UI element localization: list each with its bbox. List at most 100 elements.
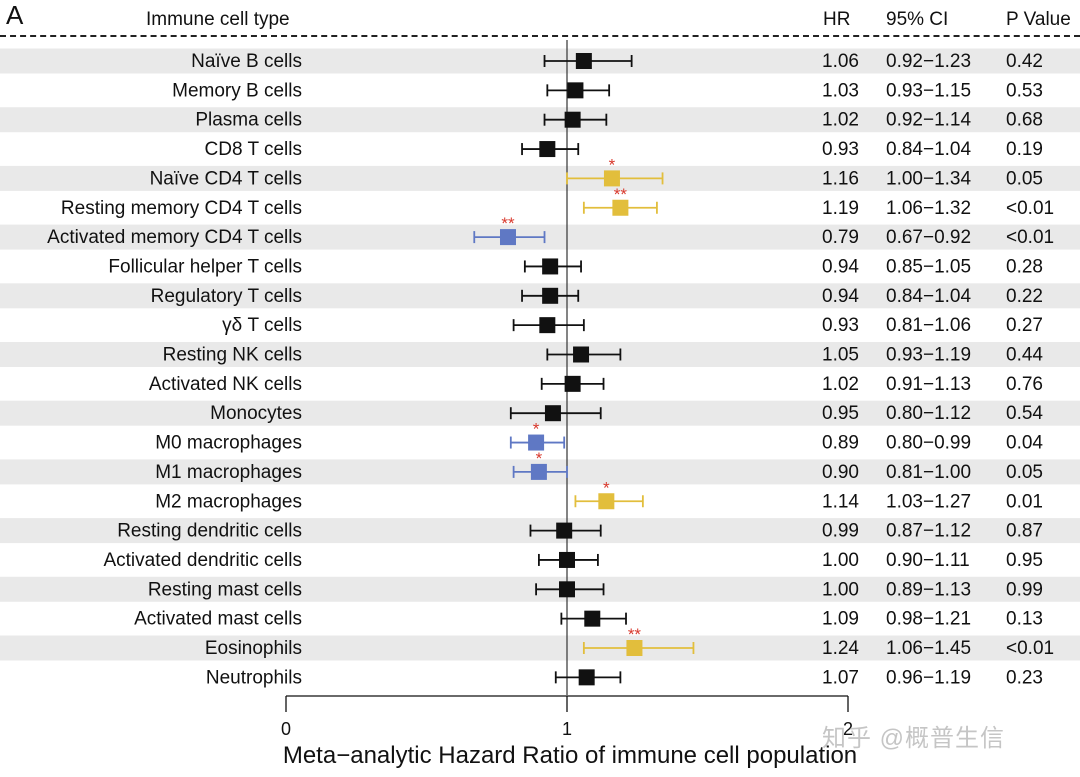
row-label: Naïve CD4 T cells xyxy=(150,168,302,189)
ci-value: 0.92−1.23 xyxy=(886,51,971,72)
row-label: Regulatory T cells xyxy=(151,286,302,307)
watermark: 知乎 @概普生信 xyxy=(822,725,1006,752)
hr-point xyxy=(542,258,559,275)
ci-value: 0.81−1.06 xyxy=(886,315,971,336)
hr-point xyxy=(564,375,581,392)
hr-value: 0.93 xyxy=(822,139,859,160)
header-p-value: P Value xyxy=(1006,9,1071,30)
significance-marker: * xyxy=(533,420,540,439)
row-label: Eosinophils xyxy=(205,638,302,659)
p-value: 0.04 xyxy=(1006,433,1043,454)
row-label: Follicular helper T cells xyxy=(108,256,302,277)
ci-value: 0.93−1.19 xyxy=(886,345,971,366)
row-label: Resting dendritic cells xyxy=(117,521,302,542)
row-shade xyxy=(0,635,1080,661)
ci-value: 0.80−0.99 xyxy=(886,433,971,454)
p-value: 0.28 xyxy=(1006,256,1043,277)
hr-value: 0.89 xyxy=(822,433,859,454)
p-value: <0.01 xyxy=(1006,638,1054,659)
significance-marker: * xyxy=(603,478,610,497)
row-shade xyxy=(0,165,1080,191)
hr-point xyxy=(499,229,516,246)
hr-value: 1.02 xyxy=(822,110,859,131)
p-value: 0.87 xyxy=(1006,521,1043,542)
p-value: 0.05 xyxy=(1006,168,1043,189)
row-label: Monocytes xyxy=(210,403,302,424)
p-value: 0.13 xyxy=(1006,609,1043,630)
p-value: 0.76 xyxy=(1006,374,1043,395)
ci-value: 0.89−1.13 xyxy=(886,579,971,600)
hr-point xyxy=(598,493,615,510)
row-label: Resting memory CD4 T cells xyxy=(61,198,302,219)
p-value: 0.05 xyxy=(1006,462,1043,483)
x-tick-label: 0 xyxy=(281,719,291,739)
hr-value: 0.95 xyxy=(822,403,859,424)
row-label: Activated dendritic cells xyxy=(103,550,302,571)
p-value: 0.01 xyxy=(1006,491,1043,512)
hr-value: 0.99 xyxy=(822,521,859,542)
hr-point xyxy=(573,346,590,363)
hr-value: 0.93 xyxy=(822,315,859,336)
ci-value: 0.84−1.04 xyxy=(886,139,971,160)
hr-value: 1.14 xyxy=(822,491,859,512)
hr-value: 0.94 xyxy=(822,256,859,277)
row-label: M0 macrophages xyxy=(155,433,302,454)
ci-value: 0.90−1.11 xyxy=(886,550,970,571)
hr-value: 1.09 xyxy=(822,609,859,630)
ci-value: 1.06−1.45 xyxy=(886,638,971,659)
hr-point xyxy=(544,405,561,422)
header-divider xyxy=(0,35,1080,37)
hr-value: 1.19 xyxy=(822,198,859,219)
ci-value: 1.03−1.27 xyxy=(886,491,971,512)
p-value: <0.01 xyxy=(1006,198,1054,219)
hr-point xyxy=(530,463,547,480)
p-value: 0.68 xyxy=(1006,110,1043,131)
row-label: Resting NK cells xyxy=(163,345,302,366)
row-label: M2 macrophages xyxy=(155,491,302,512)
row-label: Resting mast cells xyxy=(148,579,302,600)
header-cell-type: Immune cell type xyxy=(146,9,290,30)
hr-point xyxy=(559,581,575,598)
hr-value: 1.05 xyxy=(822,345,859,366)
hr-value: 0.90 xyxy=(822,462,859,483)
p-value: 0.23 xyxy=(1006,667,1043,688)
significance-marker: ** xyxy=(614,185,628,204)
x-tick-label: 2 xyxy=(843,719,853,739)
row-shade xyxy=(0,48,1080,74)
header-ci: 95% CI xyxy=(886,9,949,30)
ci-value: 0.80−1.12 xyxy=(886,403,971,424)
ci-value: 0.67−0.92 xyxy=(886,227,971,248)
ci-value: 0.84−1.04 xyxy=(886,286,971,307)
hr-point xyxy=(612,199,629,216)
p-value: 0.22 xyxy=(1006,286,1043,307)
p-value: 0.19 xyxy=(1006,139,1043,160)
row-label: M1 macrophages xyxy=(155,462,302,483)
ci-value: 0.85−1.05 xyxy=(886,256,971,277)
row-label: CD8 T cells xyxy=(205,139,303,160)
hr-point xyxy=(603,170,620,187)
row-shade xyxy=(0,107,1080,133)
hr-point xyxy=(556,522,573,539)
hr-point xyxy=(564,111,581,128)
ci-value: 0.96−1.19 xyxy=(886,667,971,688)
hr-value: 1.07 xyxy=(822,667,859,688)
p-value: 0.95 xyxy=(1006,550,1043,571)
ci-value: 0.98−1.21 xyxy=(886,609,971,630)
ci-value: 0.92−1.14 xyxy=(886,110,971,131)
x-tick-label: 1 xyxy=(562,719,572,739)
significance-marker: ** xyxy=(628,625,642,644)
significance-marker: * xyxy=(609,155,616,174)
hr-value: 1.00 xyxy=(822,579,859,600)
ci-value: 1.06−1.32 xyxy=(886,198,971,219)
hr-value: 1.03 xyxy=(822,80,859,101)
row-label: Neutrophils xyxy=(206,667,302,688)
row-label: Activated mast cells xyxy=(134,609,302,630)
row-label: Naïve B cells xyxy=(191,51,302,72)
hr-point xyxy=(542,287,559,304)
p-value: 0.44 xyxy=(1006,345,1043,366)
ci-value: 0.93−1.15 xyxy=(886,80,971,101)
ci-value: 1.00−1.34 xyxy=(886,168,971,189)
hr-value: 1.00 xyxy=(822,550,859,571)
ci-value: 0.91−1.13 xyxy=(886,374,971,395)
